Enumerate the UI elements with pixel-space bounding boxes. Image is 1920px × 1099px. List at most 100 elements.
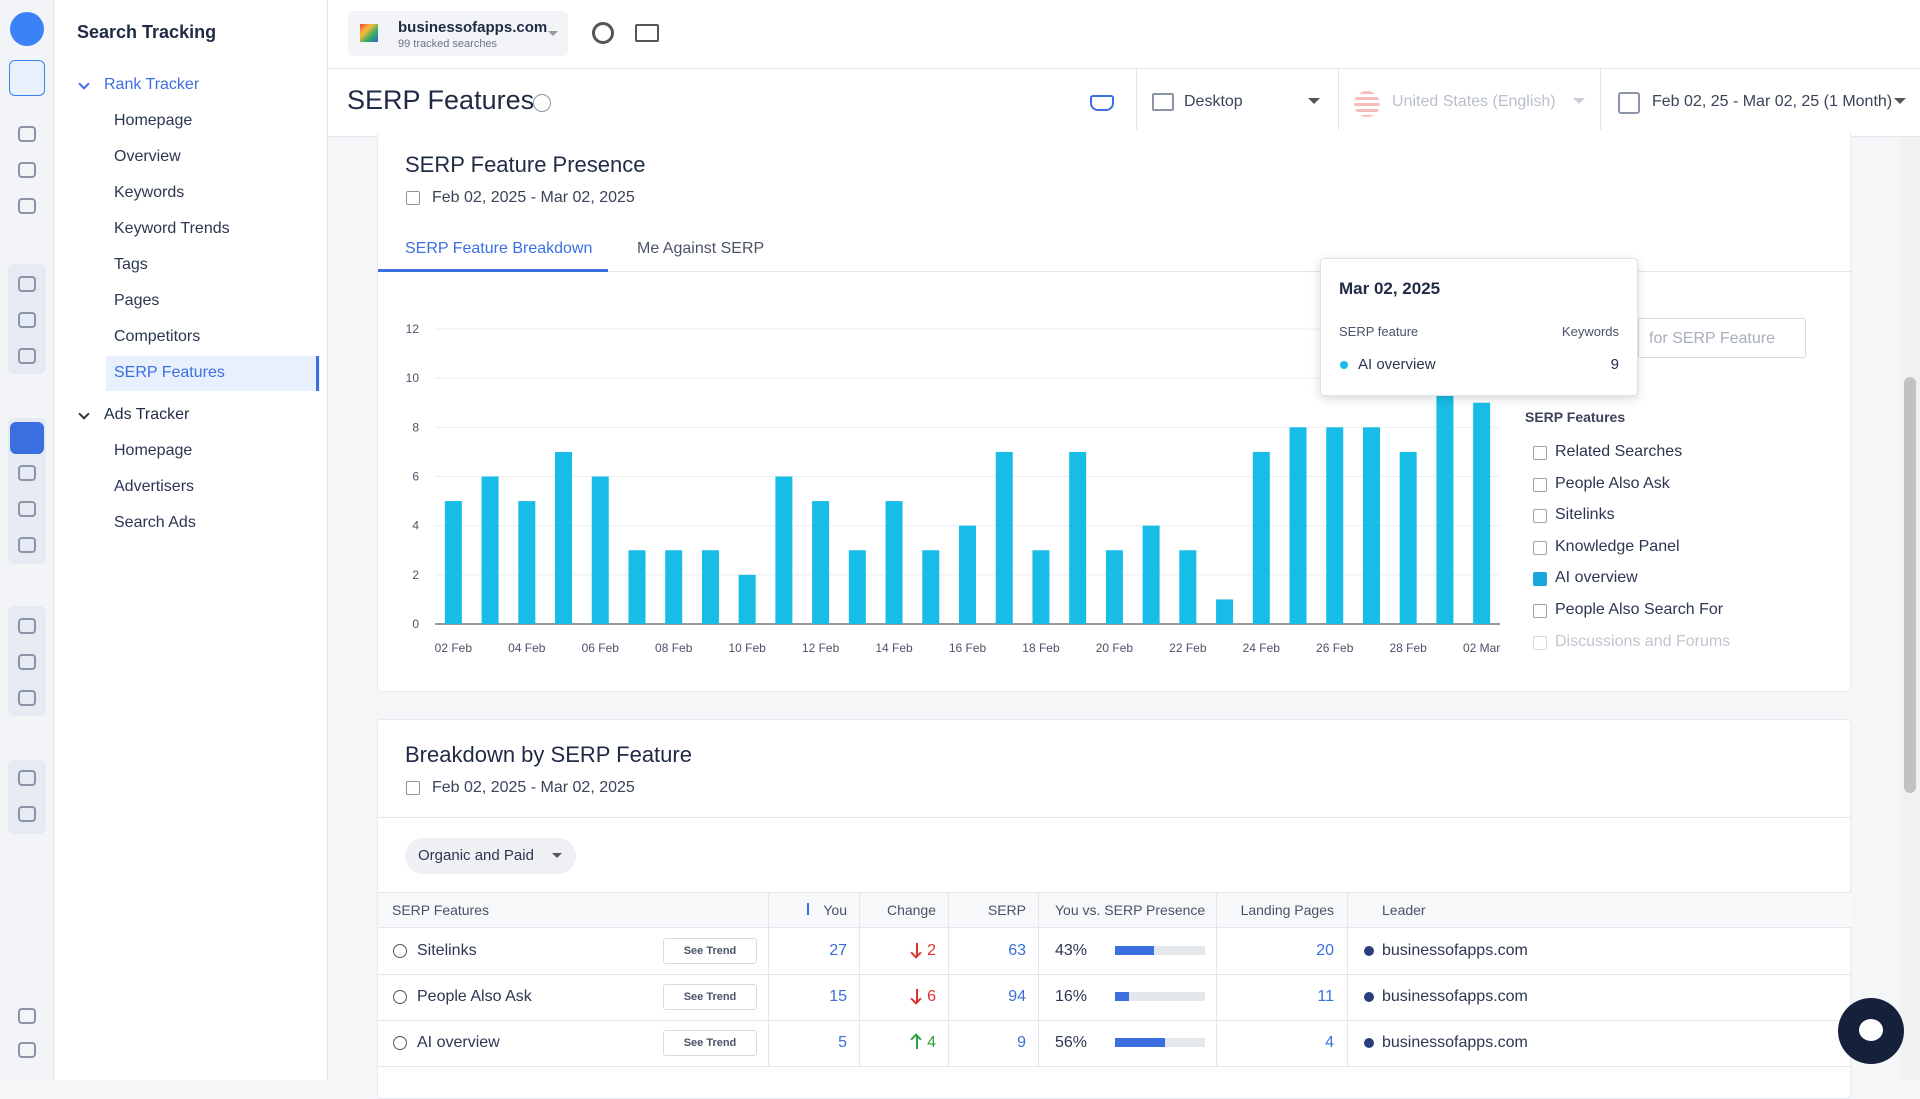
globe-icon[interactable] xyxy=(18,312,36,328)
rank-icon[interactable] xyxy=(10,422,44,454)
project-select[interactable]: businessofapps.com 99 tracked searches xyxy=(348,11,568,56)
column-header[interactable]: Change xyxy=(886,902,936,918)
column-header[interactable]: You vs. SERP Presence xyxy=(1055,902,1206,918)
presence-track xyxy=(1115,992,1205,1001)
nav-item[interactable]: Tags xyxy=(114,256,148,273)
nav-item[interactable]: SERP Features xyxy=(114,364,225,381)
serp-value[interactable]: 94 xyxy=(1008,988,1026,1005)
info-icon[interactable] xyxy=(533,94,551,112)
you-value[interactable]: 5 xyxy=(838,1034,847,1051)
ai-button[interactable] xyxy=(9,60,45,96)
zoom-icon[interactable] xyxy=(18,654,36,670)
nav-group[interactable]: Ads Tracker xyxy=(104,406,190,423)
change-arrow-head xyxy=(910,993,922,1005)
nav-title: Search Tracking xyxy=(77,22,217,42)
calendar-icon xyxy=(1618,92,1640,114)
scrollbar[interactable] xyxy=(1900,137,1920,1080)
checkbox[interactable] xyxy=(1533,604,1547,618)
see-trend-button[interactable]: See Trend xyxy=(663,938,757,964)
apps-icon[interactable] xyxy=(18,162,36,178)
landing-value[interactable]: 4 xyxy=(1325,1034,1334,1051)
caret xyxy=(1894,98,1906,110)
globe-icon[interactable] xyxy=(18,276,36,292)
device-select[interactable]: Desktop xyxy=(1184,93,1243,110)
change-arrow-head xyxy=(910,947,922,959)
checkbox[interactable] xyxy=(1533,477,1547,492)
search-icon[interactable] xyxy=(18,465,36,481)
doc-icon[interactable] xyxy=(18,770,36,786)
filter-label[interactable]: People Also Ask xyxy=(1555,474,1670,492)
column-header[interactable]: SERP xyxy=(987,902,1026,918)
link-icon[interactable] xyxy=(18,501,36,517)
tab[interactable]: Me Against SERP xyxy=(637,240,765,257)
home-icon[interactable] xyxy=(18,126,36,142)
presence-card: SERP Feature Presence Feb 02, 2025 - Mar… xyxy=(377,130,1852,692)
top-bar: businessofapps.com 99 tracked searches xyxy=(328,0,1920,69)
tab[interactable]: SERP Feature Breakdown xyxy=(405,240,593,257)
feature-name[interactable]: People Also Ask xyxy=(417,988,532,1005)
rocket-icon[interactable] xyxy=(18,1008,36,1024)
tooltip-value: 9 xyxy=(1610,356,1619,373)
change-arrow xyxy=(916,1035,918,1049)
nav-group[interactable]: Rank Tracker xyxy=(104,76,200,93)
you-value[interactable]: 15 xyxy=(829,988,847,1005)
chart-icon[interactable] xyxy=(18,348,36,364)
see-trend-button[interactable]: See Trend xyxy=(663,984,757,1010)
filter-label[interactable]: Knowledge Panel xyxy=(1555,537,1680,555)
nav-item[interactable]: Homepage xyxy=(114,112,193,129)
column-header[interactable]: SERP Features xyxy=(392,902,490,918)
trend-icon[interactable] xyxy=(18,198,36,214)
nav-item[interactable]: Homepage xyxy=(114,442,193,459)
filter-label[interactable]: Related Searches xyxy=(1555,443,1683,460)
scroll-thumb[interactable] xyxy=(1904,377,1916,793)
see-trend-button[interactable]: See Trend xyxy=(663,1030,757,1056)
nav-item[interactable]: Competitors xyxy=(114,328,201,345)
date-select[interactable]: Feb 02, 25 - Mar 02, 25 (1 Month) xyxy=(1652,93,1893,110)
location-select[interactable]: United States (English) xyxy=(1392,93,1556,110)
change-value: 4 xyxy=(927,1034,936,1051)
serp-value[interactable]: 63 xyxy=(1008,942,1026,959)
filter-label[interactable]: Sitelinks xyxy=(1555,506,1615,524)
nav-item[interactable]: Search Ads xyxy=(114,514,196,531)
column-header[interactable]: You xyxy=(823,902,847,918)
settings-icon[interactable] xyxy=(18,1042,36,1058)
checkbox[interactable] xyxy=(1533,509,1547,524)
you-value[interactable]: 27 xyxy=(829,942,847,959)
nav-item[interactable]: Pages xyxy=(114,292,160,309)
nav-item[interactable]: Advertisers xyxy=(114,478,195,495)
project-name: businessofapps.com xyxy=(398,19,548,36)
filter-label[interactable]: People Also Search For xyxy=(1555,601,1724,618)
academy-icon[interactable] xyxy=(1090,95,1114,111)
mail-button[interactable] xyxy=(635,24,659,42)
filter-icon[interactable] xyxy=(18,690,36,706)
nav-item[interactable]: Overview xyxy=(114,148,181,165)
column-header[interactable]: Leader xyxy=(1382,902,1426,918)
flag-icon xyxy=(1354,91,1380,117)
presence-track xyxy=(1115,946,1205,955)
landing-value[interactable]: 20 xyxy=(1316,942,1334,959)
column-divider xyxy=(1347,892,1348,1066)
chat-button[interactable] xyxy=(1838,998,1904,1064)
feature-search[interactable]: for SERP Feature xyxy=(1638,318,1806,358)
filters-title: SERP Features xyxy=(1525,409,1626,425)
filter-label[interactable]: AI overview xyxy=(1555,569,1638,587)
nav-item[interactable]: Keyword Trends xyxy=(114,220,230,237)
checkbox[interactable] xyxy=(1533,446,1547,460)
checkbox[interactable] xyxy=(1533,540,1547,555)
feature-name[interactable]: Sitelinks xyxy=(417,942,477,959)
nav-item[interactable]: Keywords xyxy=(114,184,185,201)
globe-icon[interactable] xyxy=(18,618,36,634)
nav-active-bar xyxy=(316,356,319,391)
checkbox[interactable] xyxy=(1533,572,1547,587)
landing-value[interactable]: 11 xyxy=(1317,988,1334,1005)
type-filter[interactable]: Organic and Paid xyxy=(405,838,576,874)
rail-group xyxy=(8,264,46,374)
feature-name[interactable]: AI overview xyxy=(417,1034,500,1051)
tooltip-col: Keywords xyxy=(1561,324,1619,339)
serp-value[interactable]: 9 xyxy=(1017,1034,1026,1051)
mobile-icon[interactable] xyxy=(18,806,36,822)
tab-divider xyxy=(378,271,1852,272)
settings-button[interactable] xyxy=(592,22,614,44)
ads-icon[interactable] xyxy=(18,537,36,553)
column-header[interactable]: Landing Pages xyxy=(1240,902,1334,918)
